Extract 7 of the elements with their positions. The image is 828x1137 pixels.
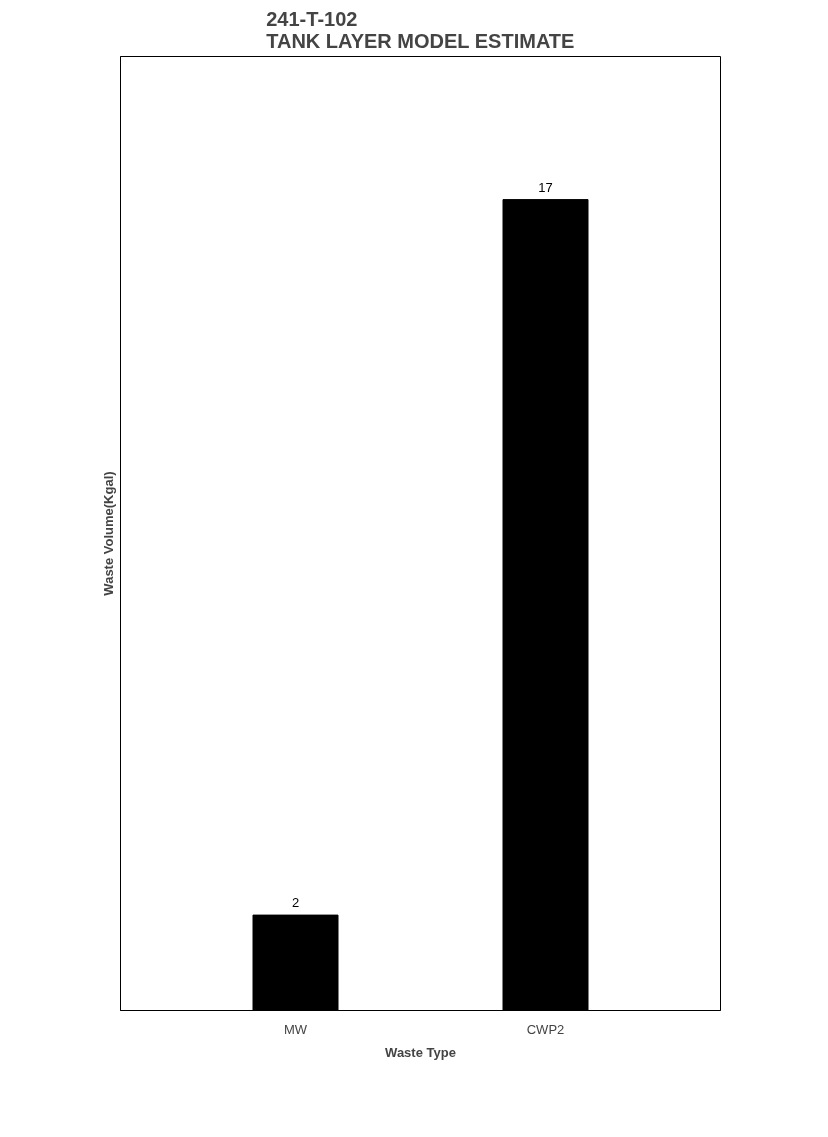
data-label: 17 bbox=[538, 179, 553, 195]
chart-title: 241-T-102 TANK LAYER MODEL ESTIMATE bbox=[266, 7, 575, 52]
x-tick-label: CWP2 bbox=[526, 1021, 565, 1037]
x-tick-label: MW bbox=[283, 1021, 308, 1037]
y-axis-title: Waste Volume(Kgal) bbox=[100, 471, 116, 596]
data-label: 2 bbox=[291, 895, 300, 911]
x-axis-title: Waste Type bbox=[385, 1044, 456, 1060]
